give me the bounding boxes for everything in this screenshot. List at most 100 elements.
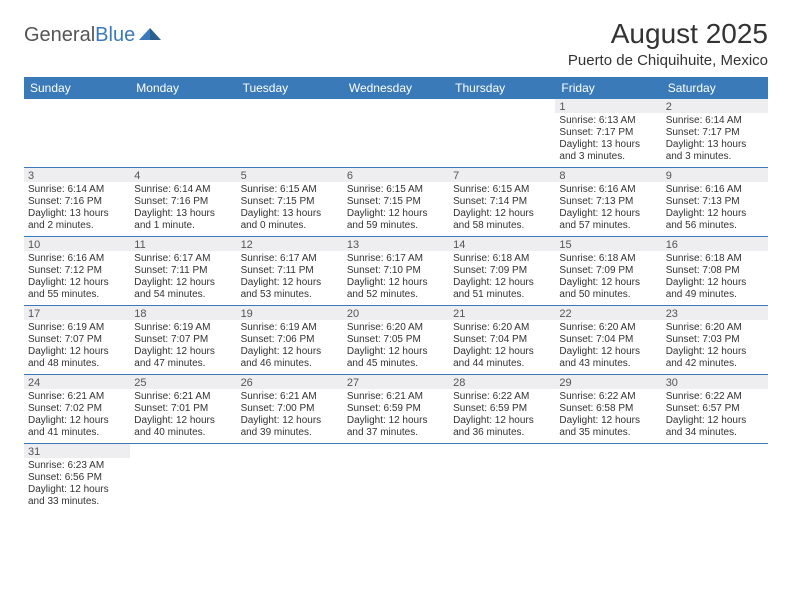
sunrise-text: Sunrise: 6:22 AM xyxy=(666,391,764,403)
sunrise-text: Sunrise: 6:21 AM xyxy=(241,391,339,403)
sunset-text: Sunset: 6:56 PM xyxy=(28,472,126,484)
day-number xyxy=(343,444,449,458)
sunset-text: Sunset: 7:04 PM xyxy=(453,334,551,346)
day-cell: Sunrise: 6:15 AMSunset: 7:14 PMDaylight:… xyxy=(449,182,555,236)
sunrise-text: Sunrise: 6:18 AM xyxy=(453,253,551,265)
day-number: 29 xyxy=(555,375,661,389)
sunrise-text: Sunrise: 6:16 AM xyxy=(666,184,764,196)
sunset-text: Sunset: 7:08 PM xyxy=(666,265,764,277)
day-number xyxy=(449,444,555,458)
sunrise-text: Sunrise: 6:21 AM xyxy=(347,391,445,403)
day-cell: Sunrise: 6:16 AMSunset: 7:13 PMDaylight:… xyxy=(555,182,661,236)
daylight-text: Daylight: 12 hours and 57 minutes. xyxy=(559,208,657,232)
day-cell xyxy=(130,113,236,163)
day-number: 25 xyxy=(130,375,236,389)
weekday-header: Saturday xyxy=(662,77,768,99)
day-number: 6 xyxy=(343,168,449,182)
sunset-text: Sunset: 7:16 PM xyxy=(28,196,126,208)
day-cell: Sunrise: 6:21 AMSunset: 7:01 PMDaylight:… xyxy=(130,389,236,443)
day-cell: Sunrise: 6:22 AMSunset: 6:58 PMDaylight:… xyxy=(555,389,661,443)
daylight-text: Daylight: 12 hours and 45 minutes. xyxy=(347,346,445,370)
daylight-text: Daylight: 12 hours and 51 minutes. xyxy=(453,277,551,301)
daylight-text: Daylight: 12 hours and 44 minutes. xyxy=(453,346,551,370)
day-cell: Sunrise: 6:19 AMSunset: 7:06 PMDaylight:… xyxy=(237,320,343,374)
day-cell: Sunrise: 6:21 AMSunset: 6:59 PMDaylight:… xyxy=(343,389,449,443)
day-number xyxy=(343,99,449,113)
sunset-text: Sunset: 7:07 PM xyxy=(28,334,126,346)
sunset-text: Sunset: 7:17 PM xyxy=(666,127,764,139)
sunset-text: Sunset: 7:16 PM xyxy=(134,196,232,208)
sunset-text: Sunset: 7:12 PM xyxy=(28,265,126,277)
day-cell: Sunrise: 6:21 AMSunset: 7:02 PMDaylight:… xyxy=(24,389,130,443)
sunrise-text: Sunrise: 6:14 AM xyxy=(666,115,764,127)
day-number: 20 xyxy=(343,306,449,320)
daylight-text: Daylight: 12 hours and 55 minutes. xyxy=(28,277,126,301)
sunset-text: Sunset: 6:57 PM xyxy=(666,403,764,415)
weekday-header: Monday xyxy=(130,77,236,99)
day-cell xyxy=(662,458,768,508)
calendar-week: Sunrise: 6:13 AMSunset: 7:17 PMDaylight:… xyxy=(24,113,768,168)
logo-text-blue: Blue xyxy=(95,24,135,47)
day-cell: Sunrise: 6:14 AMSunset: 7:17 PMDaylight:… xyxy=(662,113,768,167)
sunset-text: Sunset: 6:59 PM xyxy=(347,403,445,415)
sunset-text: Sunset: 7:00 PM xyxy=(241,403,339,415)
daylight-text: Daylight: 12 hours and 50 minutes. xyxy=(559,277,657,301)
day-cell xyxy=(343,458,449,508)
day-cell: Sunrise: 6:18 AMSunset: 7:09 PMDaylight:… xyxy=(555,251,661,305)
sunset-text: Sunset: 7:04 PM xyxy=(559,334,657,346)
day-cell: Sunrise: 6:16 AMSunset: 7:13 PMDaylight:… xyxy=(662,182,768,236)
sunrise-text: Sunrise: 6:20 AM xyxy=(666,322,764,334)
sunrise-text: Sunrise: 6:21 AM xyxy=(28,391,126,403)
calendar-week: Sunrise: 6:16 AMSunset: 7:12 PMDaylight:… xyxy=(24,251,768,306)
sunrise-text: Sunrise: 6:17 AM xyxy=(241,253,339,265)
daylight-text: Daylight: 12 hours and 46 minutes. xyxy=(241,346,339,370)
day-cell: Sunrise: 6:16 AMSunset: 7:12 PMDaylight:… xyxy=(24,251,130,305)
day-number: 10 xyxy=(24,237,130,251)
calendar-week-daynums: 24252627282930 xyxy=(24,375,768,390)
sunset-text: Sunset: 7:15 PM xyxy=(241,196,339,208)
weekday-header: Wednesday xyxy=(343,77,449,99)
day-cell xyxy=(343,113,449,163)
day-cell: Sunrise: 6:21 AMSunset: 7:00 PMDaylight:… xyxy=(237,389,343,443)
daylight-text: Daylight: 12 hours and 58 minutes. xyxy=(453,208,551,232)
daylight-text: Daylight: 13 hours and 0 minutes. xyxy=(241,208,339,232)
day-cell: Sunrise: 6:13 AMSunset: 7:17 PMDaylight:… xyxy=(555,113,661,167)
page-title: August 2025 xyxy=(568,18,768,50)
day-cell xyxy=(237,458,343,508)
calendar-week: Sunrise: 6:21 AMSunset: 7:02 PMDaylight:… xyxy=(24,389,768,444)
day-cell: Sunrise: 6:20 AMSunset: 7:03 PMDaylight:… xyxy=(662,320,768,374)
calendar-week-daynums: 12 xyxy=(24,99,768,113)
day-cell: Sunrise: 6:22 AMSunset: 6:59 PMDaylight:… xyxy=(449,389,555,443)
sunset-text: Sunset: 7:17 PM xyxy=(559,127,657,139)
sunset-text: Sunset: 7:11 PM xyxy=(241,265,339,277)
sunset-text: Sunset: 7:01 PM xyxy=(134,403,232,415)
sunrise-text: Sunrise: 6:23 AM xyxy=(28,460,126,472)
day-number: 31 xyxy=(24,444,130,458)
calendar-week-daynums: 31 xyxy=(24,444,768,459)
day-cell: Sunrise: 6:14 AMSunset: 7:16 PMDaylight:… xyxy=(24,182,130,236)
day-cell: Sunrise: 6:20 AMSunset: 7:04 PMDaylight:… xyxy=(449,320,555,374)
header: GeneralBlue August 2025 Puerto de Chiqui… xyxy=(24,18,768,69)
daylight-text: Daylight: 12 hours and 43 minutes. xyxy=(559,346,657,370)
day-cell: Sunrise: 6:19 AMSunset: 7:07 PMDaylight:… xyxy=(130,320,236,374)
day-cell xyxy=(237,113,343,163)
sunrise-text: Sunrise: 6:20 AM xyxy=(453,322,551,334)
calendar-table: SundayMondayTuesdayWednesdayThursdayFrid… xyxy=(24,77,768,512)
daylight-text: Daylight: 12 hours and 52 minutes. xyxy=(347,277,445,301)
logo-icon xyxy=(139,23,161,37)
day-number: 16 xyxy=(662,237,768,251)
daylight-text: Daylight: 12 hours and 41 minutes. xyxy=(28,415,126,439)
sunrise-text: Sunrise: 6:14 AM xyxy=(134,184,232,196)
day-cell: Sunrise: 6:18 AMSunset: 7:08 PMDaylight:… xyxy=(662,251,768,305)
calendar-body: 12Sunrise: 6:13 AMSunset: 7:17 PMDayligh… xyxy=(24,99,768,512)
daylight-text: Daylight: 12 hours and 56 minutes. xyxy=(666,208,764,232)
day-number: 24 xyxy=(24,375,130,389)
sunset-text: Sunset: 7:13 PM xyxy=(559,196,657,208)
sunrise-text: Sunrise: 6:20 AM xyxy=(347,322,445,334)
sunset-text: Sunset: 7:11 PM xyxy=(134,265,232,277)
day-number: 21 xyxy=(449,306,555,320)
sunset-text: Sunset: 7:05 PM xyxy=(347,334,445,346)
sunrise-text: Sunrise: 6:15 AM xyxy=(347,184,445,196)
day-number: 28 xyxy=(449,375,555,389)
daylight-text: Daylight: 12 hours and 47 minutes. xyxy=(134,346,232,370)
